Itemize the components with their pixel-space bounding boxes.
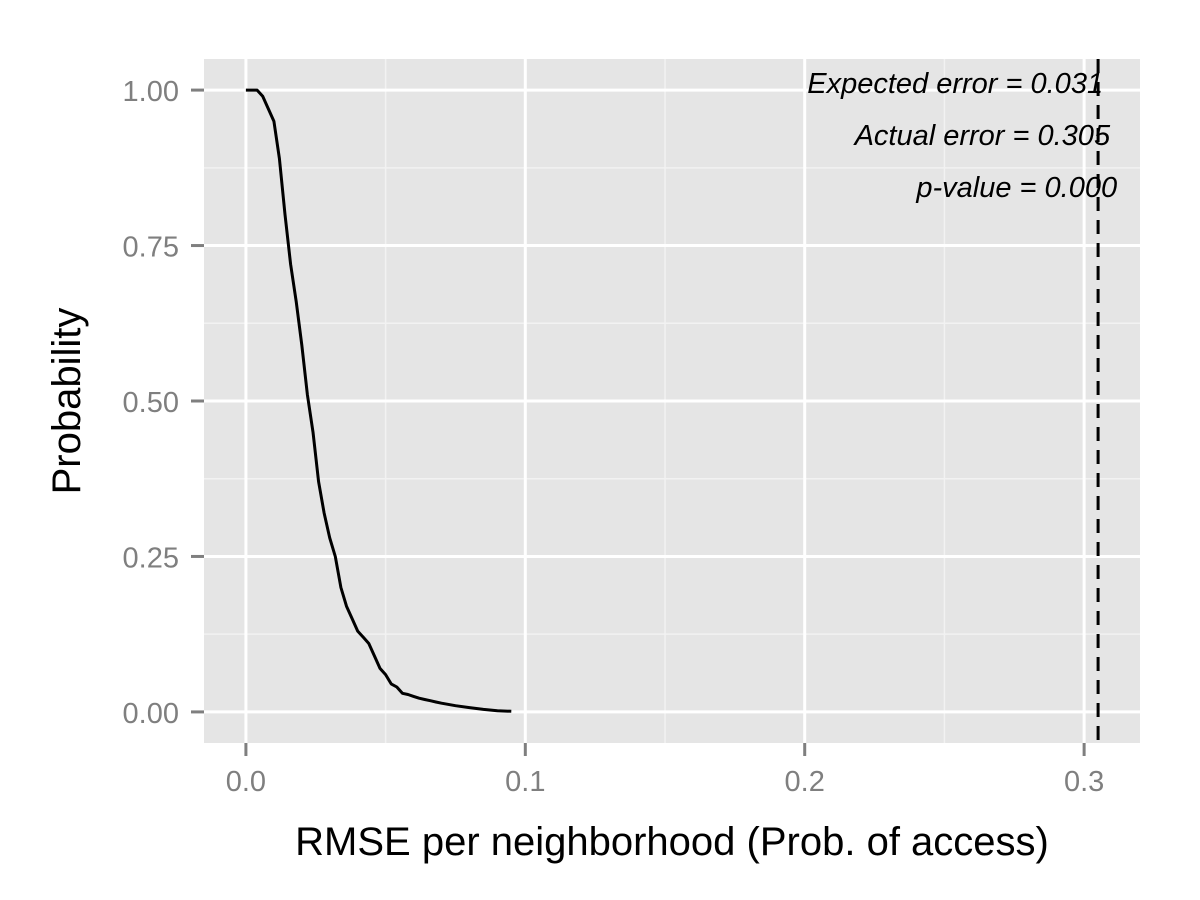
x-tick-label: 0.1: [505, 766, 545, 798]
annotations: Expected error = 0.031 Actual error = 0.3…: [807, 68, 1117, 204]
annotation-0: Expected error = 0.031: [807, 68, 1103, 100]
x-tick-label: 0.3: [1064, 766, 1104, 798]
y-axis-title: Probability: [45, 308, 89, 495]
x-tick-label: 0.2: [785, 766, 825, 798]
x-axis: 0.0 0.1 0.2 0.3: [226, 743, 1104, 798]
annotation-2: p-value = 0.000: [915, 172, 1117, 204]
series-line: [245, 88, 512, 713]
major-grid: [204, 59, 1140, 743]
y-tick-label: 0.25: [123, 542, 179, 574]
x-tick-label: 0.0: [226, 766, 266, 798]
annotation-1: Actual error = 0.305: [853, 120, 1111, 152]
y-tick-label: 0.50: [123, 387, 179, 419]
x-axis-title: RMSE per neighborhood (Prob. of access): [295, 820, 1049, 864]
y-tick-label: 0.00: [123, 698, 179, 730]
y-tick-label: 1.00: [123, 76, 179, 108]
y-tick-label: 0.75: [123, 232, 179, 264]
y-axis: 0.00 0.25 0.50 0.75 1.00: [123, 76, 204, 730]
